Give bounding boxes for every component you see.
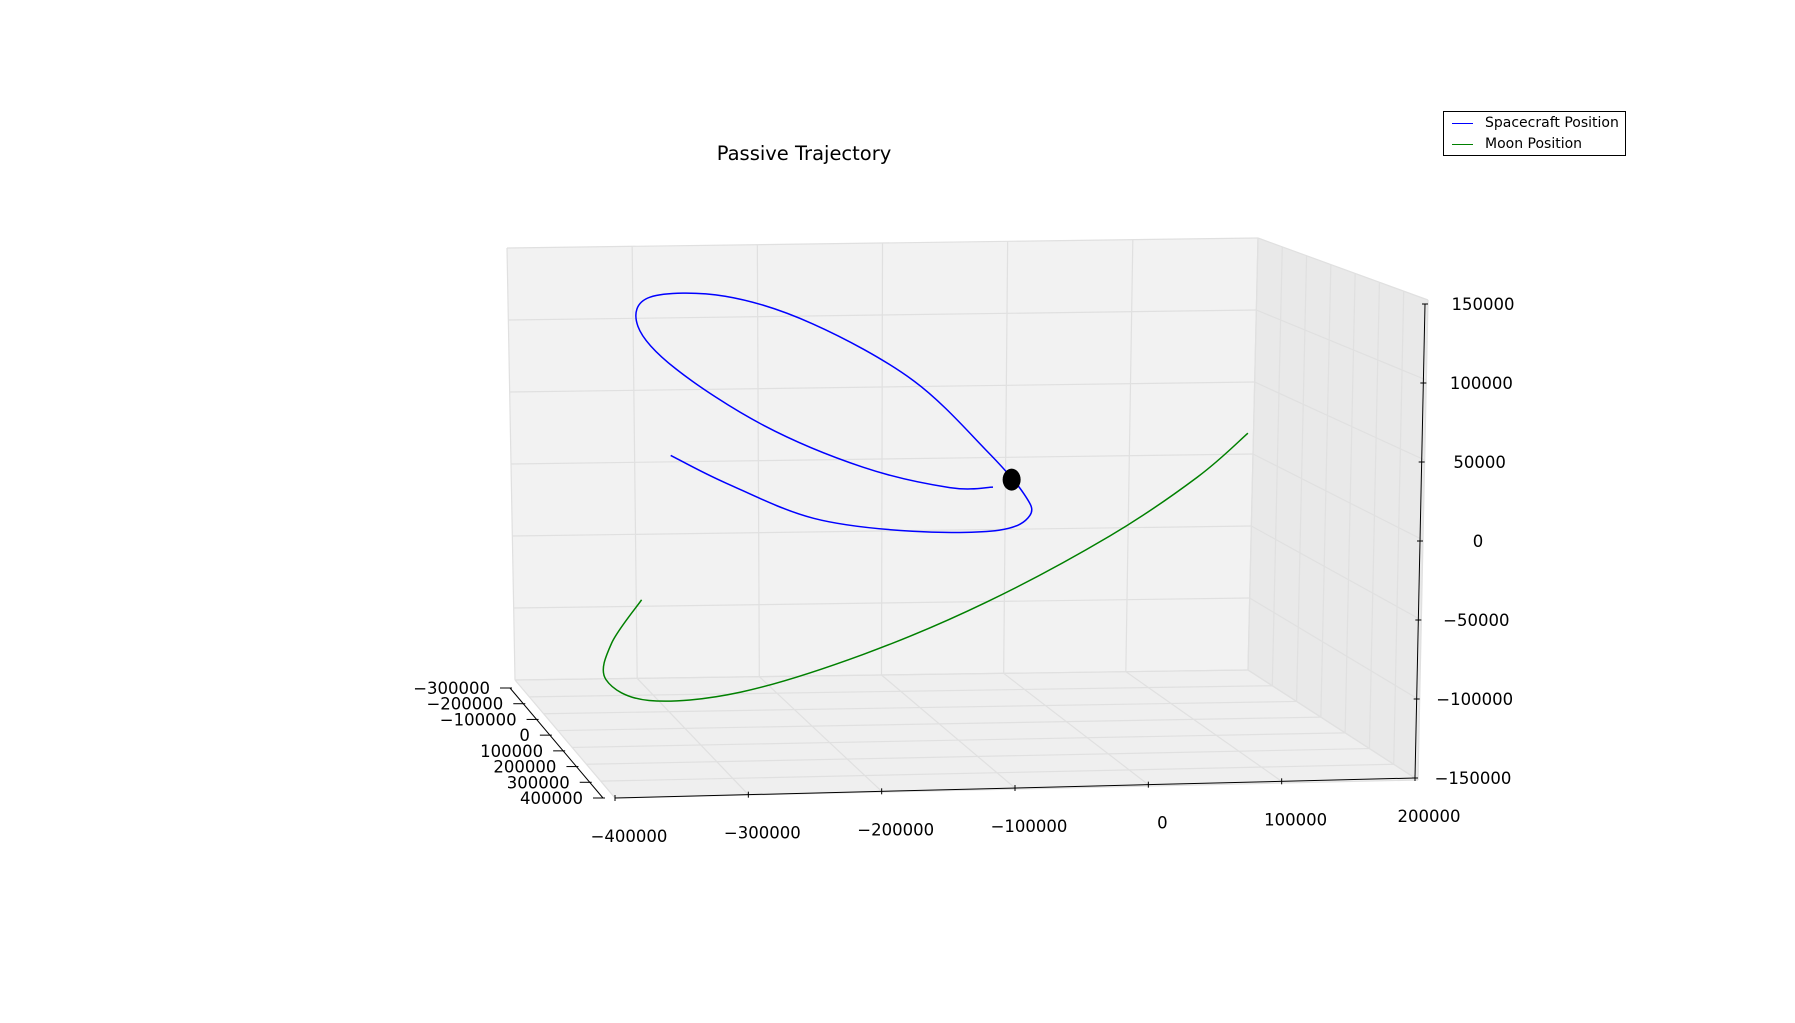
side-pane xyxy=(1248,238,1428,780)
side-grid-z-3 xyxy=(1252,453,1424,541)
floor-grid-y-2 xyxy=(543,700,1297,715)
side-grid-y-0 xyxy=(1247,237,1259,671)
floor-grid-y-4 xyxy=(572,732,1346,749)
grid-lines xyxy=(506,237,1429,799)
x-tick-label-6: 200000 xyxy=(1398,807,1461,826)
y-tick-label-3: 0 xyxy=(519,726,530,745)
z-tick-label-2: −50000 xyxy=(1443,611,1509,630)
y-tick-label-4: 100000 xyxy=(480,742,543,761)
legend-label-spacecraft: Spacecraft Position xyxy=(1485,115,1619,131)
grid-line-z-5 xyxy=(508,309,1257,321)
legend: Spacecraft Position Moon Position xyxy=(1443,111,1626,156)
grid-line-z-4 xyxy=(509,381,1255,393)
floor-grid-x-3 xyxy=(881,674,1016,789)
floor-grid-x-5 xyxy=(1125,671,1283,782)
tick-marks: −400000 −300000 −200000 −100000 0 100000 20000… xyxy=(413,295,1514,846)
legend-item-moon: Moon Position xyxy=(1452,134,1582,154)
x-tick-label-5: 100000 xyxy=(1264,810,1327,829)
y-tick-label-5: 200000 xyxy=(493,758,556,777)
side-grid-z-6 xyxy=(1257,237,1429,301)
side-grid-y-7 xyxy=(1417,299,1429,781)
series-line-1 xyxy=(602,432,1249,702)
floor-grid-x-0 xyxy=(514,679,616,799)
floor-grid-y-3 xyxy=(557,716,1321,732)
legend-item-spacecraft: Spacecraft Position xyxy=(1452,113,1619,133)
marker-0 xyxy=(1002,468,1021,491)
axes-panes xyxy=(507,238,1428,798)
side-grid-z-5 xyxy=(1256,309,1427,381)
z-tick-label-5: 100000 xyxy=(1450,374,1513,393)
y-axis-line xyxy=(509,687,604,799)
z-tick-label-0: −150000 xyxy=(1435,769,1512,788)
z-tick-label-6: 150000 xyxy=(1452,295,1515,314)
z-tick-label-1: −100000 xyxy=(1436,690,1513,709)
series-lines xyxy=(602,292,1249,702)
floor-grid-x-1 xyxy=(636,677,749,796)
x-tick-label-1: −300000 xyxy=(724,824,801,843)
side-grid-y-1 xyxy=(1271,246,1283,686)
y-tick-label-6: 300000 xyxy=(507,773,570,792)
side-grid-y-2 xyxy=(1295,255,1308,702)
y-tick-label-0: −300000 xyxy=(413,679,490,698)
z-tick-label-3: 0 xyxy=(1473,532,1484,551)
floor-grid-x-2 xyxy=(758,676,883,792)
side-grid-y-3 xyxy=(1320,264,1332,718)
side-grid-y-5 xyxy=(1368,282,1381,749)
grid-line-z-2 xyxy=(512,525,1252,537)
side-grid-z-4 xyxy=(1254,381,1425,461)
side-grid-y-6 xyxy=(1393,291,1405,765)
grid-line-z-3 xyxy=(510,453,1254,465)
x-tick-label-3: −100000 xyxy=(991,817,1068,836)
floor-grid-y-0 xyxy=(514,669,1249,681)
side-grid-z-0 xyxy=(1247,669,1419,781)
grid-line-z-6 xyxy=(506,237,1259,249)
y-tick-label-1: −200000 xyxy=(426,695,503,714)
floor-grid-y-1 xyxy=(529,685,1273,698)
floor-grid-y-6 xyxy=(600,763,1394,782)
x-tick-label-0: −400000 xyxy=(591,827,668,846)
side-grid-z-1 xyxy=(1249,597,1420,701)
legend-swatch-moon xyxy=(1452,143,1473,145)
x-tick-label-4: 0 xyxy=(1157,814,1168,833)
series-line-0 xyxy=(635,292,1033,534)
z-tick-label-4: 50000 xyxy=(1453,453,1506,472)
markers xyxy=(1002,468,1021,491)
y-tick-label-7: 400000 xyxy=(520,789,583,808)
side-grid-z-2 xyxy=(1251,525,1422,621)
legend-label-moon: Moon Position xyxy=(1485,136,1583,152)
side-grid-y-4 xyxy=(1344,273,1356,733)
floor-grid-y-5 xyxy=(586,747,1370,765)
chart-title: Passive Trajectory xyxy=(716,142,892,165)
floor-pane xyxy=(515,670,1418,798)
x-tick-label-2: −200000 xyxy=(857,820,934,839)
y-tick-label-2: −100000 xyxy=(440,710,517,729)
legend-swatch-spacecraft xyxy=(1452,122,1473,124)
floor-grid-x-4 xyxy=(1003,672,1149,786)
